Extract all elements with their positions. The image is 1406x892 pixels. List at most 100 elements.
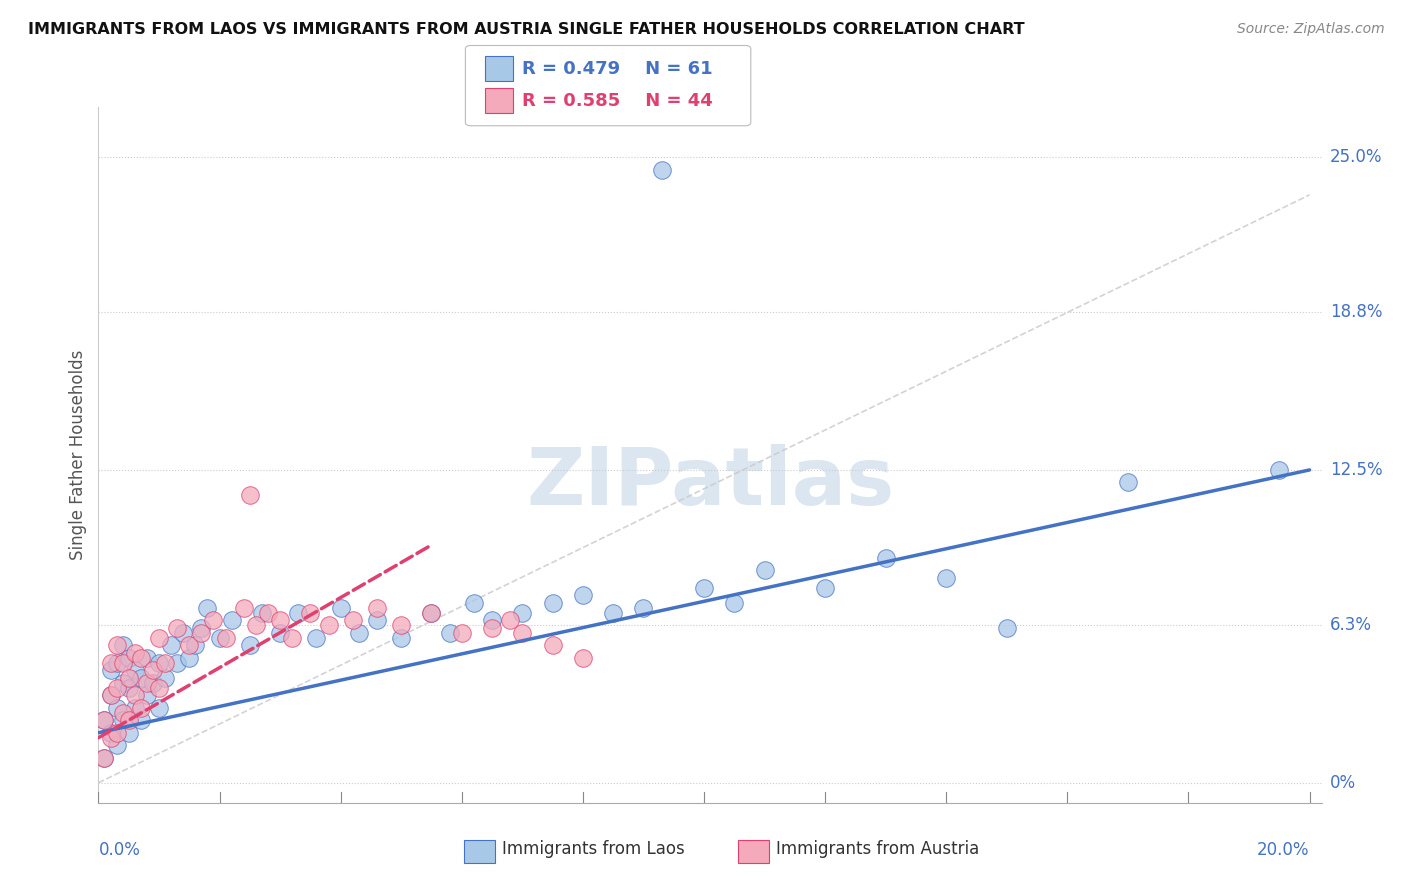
Point [153, 671, 176, 685]
Point [995, 621, 1018, 635]
Y-axis label: Single Father Households: Single Father Households [69, 350, 87, 560]
Point [111, 656, 134, 670]
Point [118, 725, 141, 739]
Point [342, 613, 364, 627]
Point [135, 650, 157, 665]
Point [541, 638, 564, 652]
Point [875, 550, 897, 565]
Point [1116, 475, 1139, 490]
Point [420, 606, 443, 620]
Point [124, 663, 146, 677]
Point [100, 663, 122, 677]
Text: 12.5%: 12.5% [1330, 461, 1382, 479]
Point [105, 725, 128, 739]
Text: 25.0%: 25.0% [1330, 148, 1382, 166]
Text: R = 0.585    N = 44: R = 0.585 N = 44 [522, 92, 713, 110]
Point [179, 650, 201, 665]
Point [245, 618, 267, 632]
Point [723, 596, 745, 610]
Point [93, 750, 115, 764]
Point [160, 638, 183, 652]
Point [208, 631, 231, 645]
Point [111, 675, 134, 690]
Point [93, 713, 115, 727]
Point [148, 700, 170, 714]
Text: Immigrants from Austria: Immigrants from Austria [776, 840, 980, 858]
Point [100, 688, 122, 702]
Point [135, 688, 157, 702]
Point [105, 681, 128, 695]
Point [111, 713, 134, 727]
Point [148, 631, 170, 645]
Point [184, 638, 207, 652]
Text: 0%: 0% [1330, 773, 1357, 792]
Point [366, 600, 388, 615]
Point [214, 631, 236, 645]
Point [100, 725, 122, 739]
Point [510, 625, 533, 640]
Text: 18.8%: 18.8% [1330, 303, 1382, 321]
Point [166, 621, 188, 635]
Point [118, 681, 141, 695]
Point [1268, 463, 1291, 477]
Point [153, 656, 176, 670]
Point [572, 650, 595, 665]
Point [100, 688, 122, 702]
Point [602, 606, 624, 620]
Point [124, 700, 146, 714]
Point [347, 625, 370, 640]
Point [118, 650, 141, 665]
Point [481, 621, 503, 635]
Point [329, 600, 352, 615]
Text: 0.0%: 0.0% [98, 841, 141, 859]
Text: Immigrants from Laos: Immigrants from Laos [502, 840, 685, 858]
Point [142, 675, 165, 690]
Text: 20.0%: 20.0% [1257, 841, 1309, 859]
Point [124, 646, 146, 660]
Point [439, 625, 461, 640]
Point [299, 606, 322, 620]
Point [129, 650, 152, 665]
Point [693, 581, 716, 595]
Point [633, 600, 655, 615]
Point [129, 713, 152, 727]
Point [287, 606, 309, 620]
Point [100, 656, 122, 670]
Point [105, 738, 128, 752]
Point [197, 600, 219, 615]
Text: Source: ZipAtlas.com: Source: ZipAtlas.com [1237, 22, 1385, 37]
Text: ZIPatlas: ZIPatlas [526, 443, 894, 522]
Point [93, 713, 115, 727]
Text: 6.3%: 6.3% [1330, 616, 1372, 634]
Point [269, 625, 291, 640]
Point [481, 613, 503, 627]
Point [389, 631, 412, 645]
Point [105, 638, 128, 652]
Point [499, 613, 522, 627]
Point [166, 656, 188, 670]
Point [111, 706, 134, 720]
Point [250, 606, 273, 620]
Point [118, 671, 141, 685]
Point [93, 750, 115, 764]
Point [135, 675, 157, 690]
Point [450, 625, 472, 640]
Point [232, 600, 254, 615]
Point [111, 638, 134, 652]
Point [142, 663, 165, 677]
Point [754, 563, 776, 577]
Point [257, 606, 280, 620]
Point [105, 656, 128, 670]
Point [100, 731, 122, 745]
Point [202, 613, 225, 627]
Point [651, 162, 673, 177]
Point [389, 618, 412, 632]
Point [148, 681, 170, 695]
Point [105, 700, 128, 714]
Point [305, 631, 328, 645]
Point [118, 713, 141, 727]
Point [129, 700, 152, 714]
Point [366, 613, 388, 627]
Point [463, 596, 485, 610]
Point [510, 606, 533, 620]
